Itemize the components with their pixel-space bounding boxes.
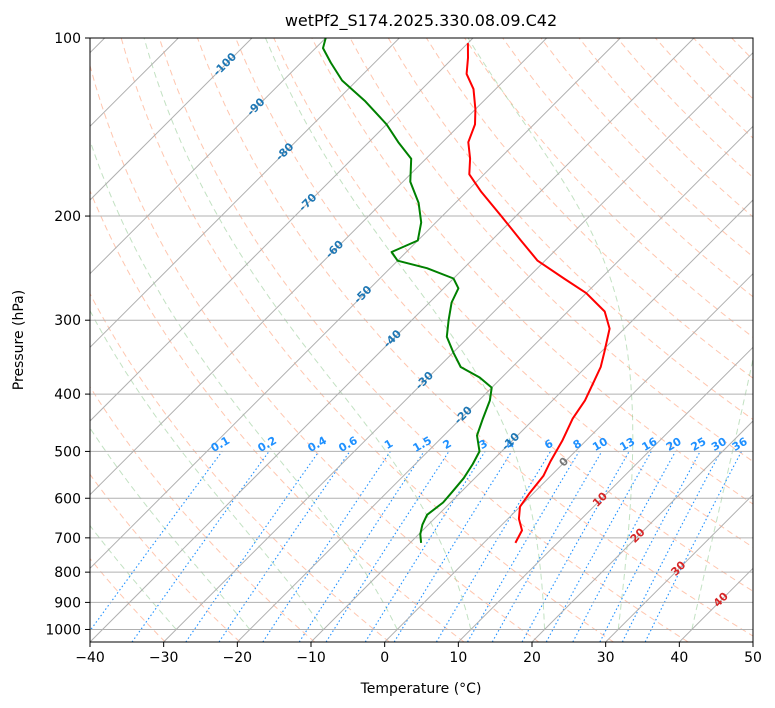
x-tick-label: 40 [670,650,688,666]
mixing-ratio-line [298,451,425,642]
dry-adiabat-line [502,38,753,298]
x-axis-ticks: −40 −30 −20 −10 0 10 20 30 40 50 [75,642,762,666]
isotherm-line [90,38,621,570]
x-tick-label: 30 [597,650,615,666]
y-tick-label: 300 [54,313,81,329]
dry-adiabat-line [311,38,753,505]
y-tick-label: 900 [54,595,81,611]
dewpoint-profile-line [322,38,493,543]
dry-adiabat-line [120,38,614,642]
y-tick-label: 400 [54,387,81,403]
x-tick-label: −30 [149,650,179,666]
dry-adiabat-line [273,38,753,548]
mixing-ratio-line [218,451,351,642]
mixing-ratio-line [572,451,676,642]
x-tick-label: 50 [744,650,762,666]
mixing-ratio-line [521,451,630,642]
dry-adiabat-line [235,38,753,592]
isotherm-line [90,38,474,422]
moist-adiabat-line [265,38,545,630]
dry-adiabat-line [90,63,540,642]
moist-adiabat-line [691,356,753,630]
y-tick-label: 500 [54,444,81,460]
y-tick-label: 600 [54,491,81,507]
mixing-ratio-line [621,451,722,642]
isotherm-line [90,38,695,642]
isotherm-line [531,420,753,642]
y-tick-label: 100 [54,31,81,47]
mixing-ratio-line [90,451,223,632]
chart-title: wetPf2_S174.2025.330.08.09.C42 [285,11,557,31]
moist-adiabats [90,38,753,630]
isotherm-line [90,38,548,496]
x-tick-label: 20 [523,650,541,666]
y-tick-label: 700 [54,531,81,547]
dry-adiabat-line [349,38,753,463]
y-axis-ticks: 100 200 300 400 500 600 700 800 900 1000 [45,31,90,638]
x-tick-label: −10 [296,650,326,666]
y-axis-label: Pressure (hPa) [11,290,27,390]
dry-adiabat-line [464,38,753,338]
profile-series [322,38,611,544]
isotherm-line [457,346,753,642]
x-tick-label: 0 [380,650,389,666]
y-tick-label: 800 [54,565,81,581]
isotherm-line [163,51,753,642]
isotherm-line [90,38,253,201]
dry-adiabat-line [90,473,241,642]
y-tick-label: 1000 [45,622,81,638]
x-axis-label: Temperature (°C) [360,681,482,697]
moist-adiabat-line [467,38,634,630]
moist-adiabat-line [90,524,177,630]
dry-adiabat-line [90,385,316,642]
isotherm-grid [90,38,753,642]
mixing-ratio-line [325,451,450,642]
temperature-profile-line [465,43,611,544]
isotherm-line [90,38,400,349]
dry-adiabat-line [158,38,689,642]
y-tick-label: 200 [54,209,81,225]
mixing-ratio-line [545,451,652,642]
plot-frame [89,37,754,643]
isotherm-line [384,272,753,642]
isotherm-line [310,199,753,642]
mixing-ratio-line [644,451,742,642]
mixing-ratio-line [185,451,320,642]
isotherm-line [605,493,753,642]
x-tick-label: −20 [223,650,253,666]
dry-adiabat-line [425,38,753,379]
dry-adiabat-line [387,38,753,421]
moist-adiabat-line [90,427,251,630]
moist-adiabat-line [90,139,398,630]
mixing-ratio-line [262,451,391,642]
dry-adiabat-line [90,189,465,642]
x-tick-label: −40 [75,650,105,666]
dry-adiabat-line [90,292,390,642]
isotherm-line [236,125,753,642]
moist-adiabat-line [143,38,472,630]
moist-adiabat-line [90,309,324,630]
mixing-ratio-line [393,451,513,642]
x-tick-label: 10 [449,650,467,666]
isotherm-line [90,38,327,275]
